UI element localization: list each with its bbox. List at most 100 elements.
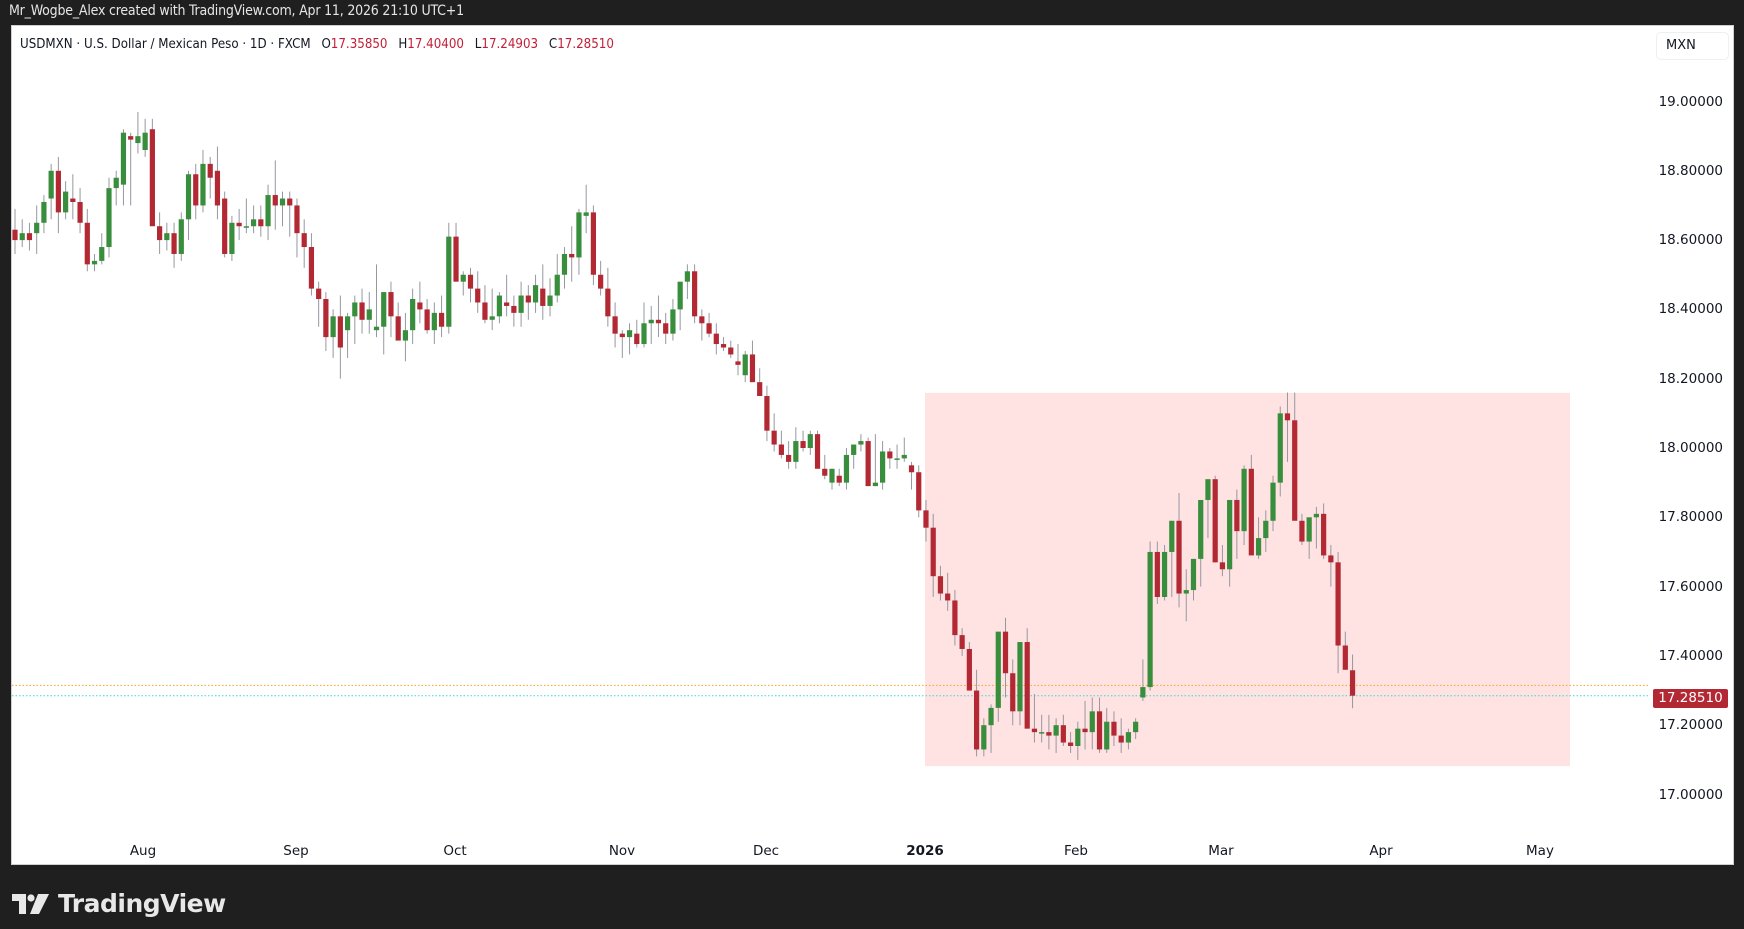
candle-down [634,333,640,345]
candle-down [388,292,394,317]
candle-down [655,319,662,324]
candle-down [540,288,546,306]
candle-up [742,354,748,376]
candle-up [460,274,466,282]
candle-up [1198,499,1204,559]
candle-up [677,281,683,310]
low-label: L [474,36,482,52]
candle-down [1248,468,1254,556]
candle-down [128,136,134,140]
time-tick-label: 2026 [906,843,944,859]
candle-up [489,316,495,320]
candle-down [916,472,922,511]
candle-up [410,299,416,331]
candle-down [84,222,90,265]
candle-up [250,219,257,227]
candle-up [63,191,69,213]
candle-down [887,451,893,459]
candle-up [113,177,119,189]
candle-up [547,295,553,306]
candle-up [402,330,409,341]
price-tick-label: 19.00000 [1658,93,1723,110]
candle-down [1154,551,1160,597]
candle-down [952,600,958,636]
candle-down [475,288,481,303]
candle-down [1060,725,1066,743]
price-tick-label: 18.40000 [1658,301,1723,318]
candle-down [301,233,307,248]
candle-up [1125,732,1132,743]
candle-down [1284,413,1291,421]
candle-down [663,323,669,334]
candle-up [1205,479,1211,500]
time-tick-label: Aug [129,843,157,859]
candle-down [699,316,705,324]
candle-up [532,285,539,303]
candle-down [438,312,445,327]
currency-button[interactable]: MXN [1656,32,1729,60]
candle-down [12,229,18,241]
time-tick-label: Dec [752,843,780,859]
time-tick-label: Oct [443,843,467,859]
candle-up [344,316,351,331]
candle-down [236,222,242,227]
candle-down [1219,562,1226,570]
candle-down [800,441,806,448]
candle-up [366,309,372,320]
candle-down [937,576,944,594]
candle-down [308,247,315,289]
candle-down [77,201,83,223]
candle-down [1299,520,1305,542]
open-label: O [321,36,331,52]
candle-down [605,288,611,317]
candle-down [1342,645,1348,670]
candle-down [590,212,596,275]
candle-down [771,430,777,445]
price-tick-label: 18.80000 [1658,162,1723,179]
candle-up [48,170,54,199]
brand-name: TradingView [58,889,226,918]
candle-down [749,354,756,383]
candle-up [446,236,452,327]
candle-down [908,465,915,473]
candle-down [619,333,625,338]
candle-down [149,129,155,227]
candle-down [316,288,322,300]
candle-down [193,174,199,206]
candle-down [337,316,343,348]
candle-down [1082,728,1088,733]
open-value: 17.35850 [330,36,388,52]
high-value: 17.40400 [407,36,464,52]
candle-down [1010,673,1016,712]
candle-down [865,441,871,487]
candle-up [1161,551,1168,597]
candle-up [670,309,676,334]
chart-credit-text: Mr_Wogbe_Alex created with TradingView.c… [9,3,464,19]
candle-down [786,454,792,462]
candle-up [164,233,170,241]
candle-up [330,316,336,338]
price-tick-label: 18.20000 [1658,370,1723,387]
candle-down [598,274,604,289]
candle-down [713,333,719,345]
price-tick-label: 17.00000 [1658,786,1723,803]
time-tick-label: Nov [608,843,636,859]
candle-down [692,271,698,317]
candle-down [959,635,965,649]
candle-up [1075,728,1081,746]
price-tick-label: 17.20000 [1658,717,1723,734]
candle-up [880,451,886,483]
candle-down [467,274,474,289]
candle-up [265,195,271,227]
candle-down [706,323,712,334]
candle-up [106,188,112,248]
candle-down [1234,499,1240,532]
symbol-description: USDMXN · U.S. Dollar / Mexican Peso · 1D… [20,36,311,52]
candle-down [1176,520,1182,594]
candle-down [822,468,828,476]
candle-up [1053,725,1059,736]
candle-up [626,330,633,338]
candle-down [287,198,293,206]
candle-down [814,434,821,469]
